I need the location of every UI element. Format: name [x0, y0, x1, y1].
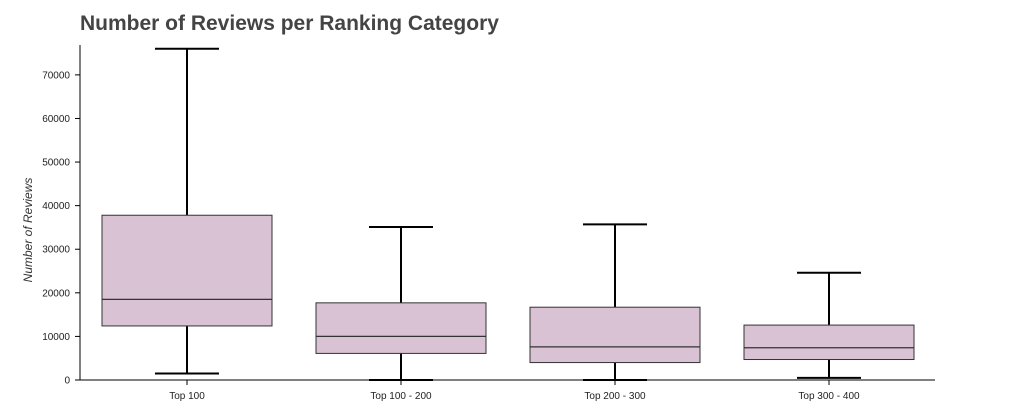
y-tick-label: 0	[64, 376, 70, 387]
x-tick-label: Top 300 - 400	[798, 391, 860, 402]
y-axis: 0 10000 20000 30000 40000 50000 60000 70000	[42, 45, 81, 387]
x-axis: Top 100 Top 100 - 200 Top 200 - 300 Top 300…	[80, 379, 935, 402]
y-tick-label: 50000	[42, 158, 70, 169]
chart-title: Number of Reviews per Ranking Category	[80, 12, 499, 35]
x-tick-label: Top 200 - 300	[584, 391, 646, 402]
iqr-box	[529, 306, 701, 364]
iqr-box	[101, 214, 273, 327]
box-group	[529, 223, 701, 381]
iqr-box	[315, 302, 487, 354]
y-tick-label: 10000	[42, 332, 70, 343]
x-tick-label: Top 100 - 200	[370, 391, 432, 402]
boxes	[101, 47, 915, 381]
iqr-box	[743, 324, 915, 361]
box-group	[743, 271, 915, 379]
box-group	[315, 226, 487, 381]
box-group	[101, 47, 273, 375]
y-tick-label: 30000	[42, 245, 70, 256]
y-tick-label: 70000	[42, 70, 70, 81]
y-tick-label: 20000	[42, 288, 70, 299]
y-tick-label: 40000	[42, 201, 70, 212]
y-tick-label: 60000	[42, 114, 70, 125]
x-tick-label: Top 100	[169, 391, 205, 402]
y-axis-label: Number of Reviews	[21, 178, 35, 283]
